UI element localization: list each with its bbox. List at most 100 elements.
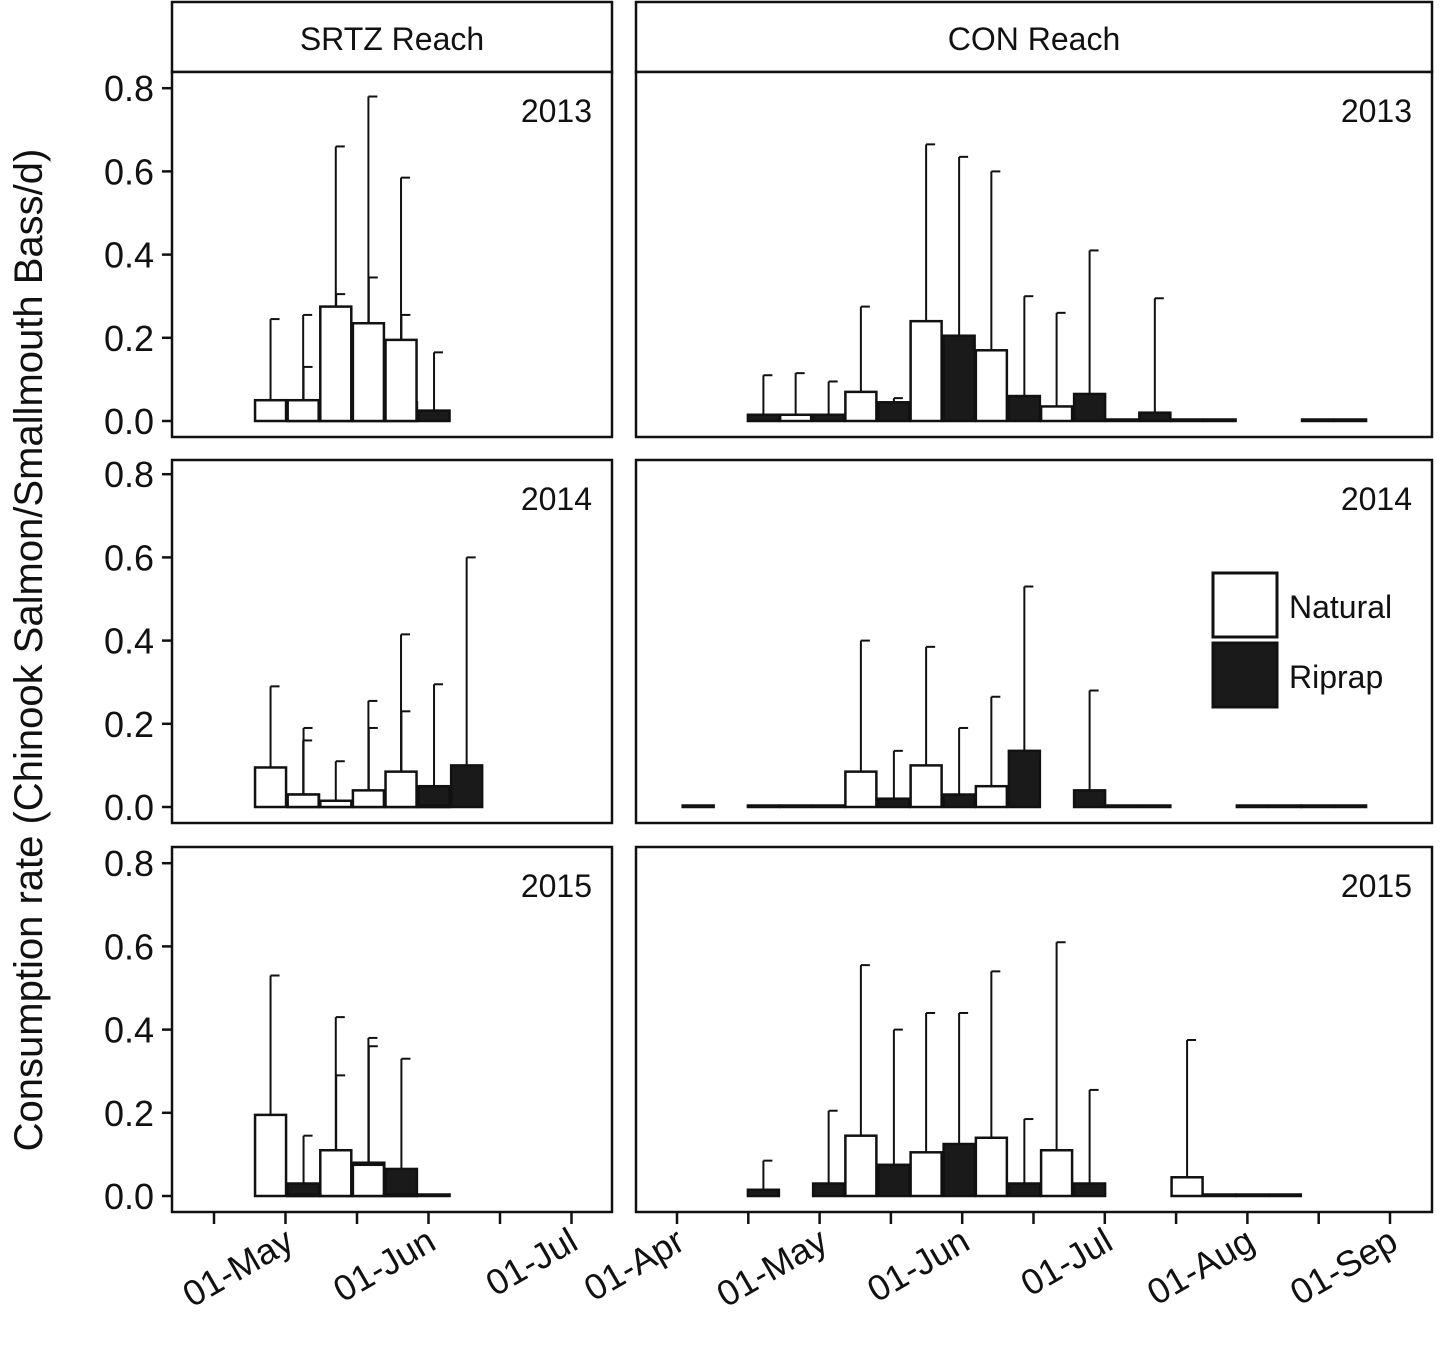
y-tick-label: 0.0 — [104, 1176, 154, 1217]
bar-riprap — [877, 797, 911, 809]
bar-natural — [253, 398, 288, 423]
bar-riprap — [942, 1142, 976, 1198]
bar-natural — [253, 1113, 288, 1198]
strip-label: CON Reach — [948, 21, 1121, 57]
bar-riprap — [1007, 749, 1042, 809]
x-tick-label: 01-May — [710, 1219, 834, 1315]
bar-riprap — [1072, 1182, 1107, 1198]
y-tick-label: 0.8 — [104, 68, 154, 109]
bar-natural — [844, 770, 878, 809]
panel-year-label: 2013 — [1341, 93, 1412, 129]
y-tick-label: 0.0 — [104, 401, 154, 442]
bar-riprap — [877, 401, 911, 423]
bar-riprap — [1333, 418, 1368, 423]
bar-natural — [319, 1148, 353, 1198]
bar-riprap — [417, 784, 451, 809]
bar-natural — [909, 1151, 943, 1198]
legend: Natural Riprap — [1211, 571, 1392, 709]
x-tick-label: 01-May — [176, 1219, 300, 1315]
bar-riprap — [1203, 1193, 1237, 1198]
bar-natural — [253, 766, 288, 809]
y-tick-label: 0.8 — [104, 843, 154, 884]
bar-natural — [974, 784, 1009, 809]
bar-riprap — [681, 804, 715, 809]
bar-riprap — [942, 793, 976, 809]
bar-riprap — [449, 764, 484, 809]
bar-natural — [909, 319, 943, 423]
bar-natural — [974, 349, 1009, 423]
strip-label: SRTZ Reach — [300, 21, 484, 57]
bar-riprap — [811, 413, 846, 423]
panel-frame — [634, 70, 1434, 439]
bar-natural — [1039, 1148, 1074, 1198]
x-tick-label: 01-Jun — [326, 1219, 442, 1310]
bar-riprap — [746, 413, 781, 423]
x-tick-label: 01-Sep — [1283, 1219, 1404, 1313]
panel-frame — [634, 845, 1434, 1214]
y-axis-label: Consumption rate (Chinook Salmon/Smallmo… — [7, 149, 51, 1152]
x-tick-label: 01-Aug — [1140, 1219, 1261, 1313]
bar-natural — [319, 799, 353, 809]
legend-key-riprap — [1211, 641, 1279, 709]
y-tick-label: 0.6 — [104, 926, 154, 967]
y-tick-label: 0.2 — [104, 1093, 154, 1134]
bar-natural — [286, 1193, 320, 1198]
bar-natural — [319, 305, 353, 423]
bar-natural — [351, 321, 386, 423]
bar-natural — [416, 804, 451, 809]
x-tick-label: 01-Jul — [1014, 1219, 1119, 1304]
bar-natural — [1170, 1176, 1204, 1198]
bar-natural — [1105, 418, 1139, 423]
bar-natural — [384, 1193, 418, 1198]
y-tick-label: 0.8 — [104, 454, 154, 495]
bar-natural — [384, 338, 418, 423]
bar-riprap — [811, 1182, 846, 1198]
bar-riprap — [1268, 804, 1303, 809]
strip-header-0 — [170, 0, 614, 74]
bar-riprap — [942, 334, 976, 423]
bar-natural — [1170, 418, 1204, 423]
bar-riprap — [1268, 1193, 1303, 1198]
y-tick-label: 0.2 — [104, 318, 154, 359]
bar-riprap — [417, 1193, 451, 1198]
bar-natural — [844, 390, 878, 423]
bar-riprap — [1072, 789, 1107, 809]
bar-riprap — [746, 1188, 781, 1198]
bar-riprap — [1138, 804, 1172, 809]
bar-riprap — [384, 1167, 419, 1198]
bar-riprap — [811, 804, 846, 809]
legend-key-natural — [1211, 571, 1279, 639]
bar-riprap — [1138, 411, 1172, 423]
strip-header-1 — [634, 0, 1434, 74]
bar-natural — [778, 413, 813, 423]
panel-year-label: 2015 — [521, 868, 592, 904]
bar-natural — [286, 793, 320, 809]
y-tick-label: 0.4 — [104, 235, 154, 276]
bar-natural — [974, 1136, 1009, 1198]
bar-riprap — [1203, 418, 1237, 423]
y-tick-label: 0.6 — [104, 537, 154, 578]
bar-riprap — [1007, 394, 1042, 423]
panel-year-label: 2014 — [521, 481, 592, 517]
legend-label-natural: Natural — [1289, 589, 1392, 625]
x-tick-label: 01-Jul — [479, 1219, 584, 1304]
bar-riprap — [1072, 392, 1107, 423]
bar-natural — [778, 804, 813, 809]
panel-frame — [170, 458, 614, 825]
bar-natural — [351, 1163, 386, 1198]
panel-year-label: 2014 — [1341, 481, 1412, 517]
bar-natural — [1235, 804, 1270, 809]
bar-natural — [1105, 804, 1139, 809]
bar-riprap — [877, 1163, 911, 1198]
y-tick-label: 0.4 — [104, 621, 154, 662]
bar-natural — [384, 770, 418, 809]
bar-natural — [286, 398, 320, 423]
bar-natural — [1039, 405, 1074, 423]
bar-natural — [1235, 1193, 1270, 1198]
y-tick-label: 0.2 — [104, 704, 154, 745]
x-tick-label: 01-Apr — [577, 1219, 691, 1309]
bar-natural — [1300, 418, 1335, 423]
bar-natural — [351, 789, 386, 809]
bar-riprap — [1007, 1182, 1042, 1198]
